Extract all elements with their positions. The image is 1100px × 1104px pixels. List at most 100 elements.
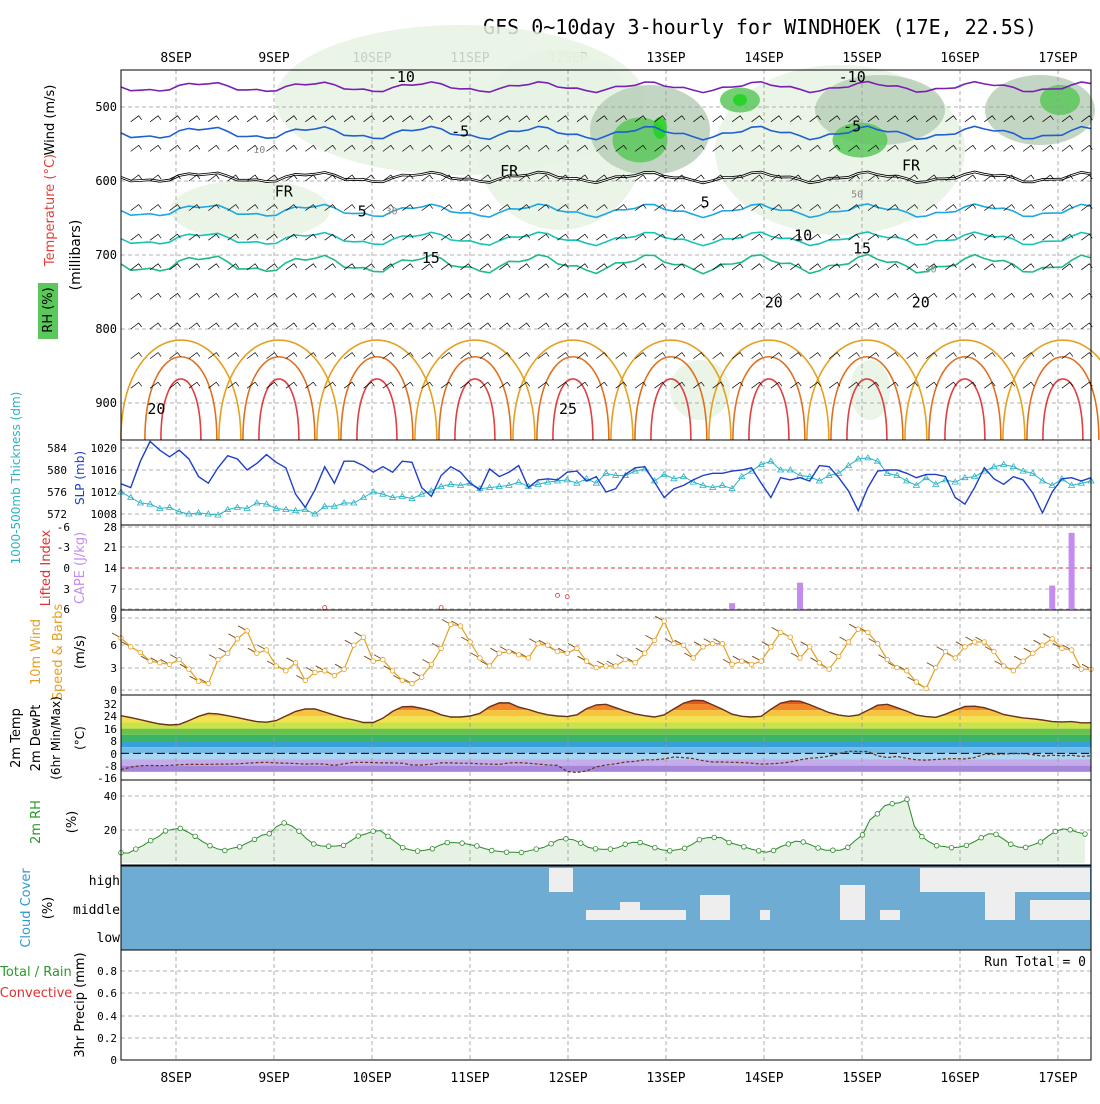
wind-speed-marker [341,666,347,672]
date-label-bottom: 11SEP [450,1071,489,1086]
rh2m-marker [578,840,584,846]
wind-barb [169,322,181,330]
wind-speed-marker [836,653,842,660]
wind-speed-marker [496,650,502,656]
wind-barb [557,352,569,359]
wind-speed-marker [486,663,493,669]
cloud-layer-label: middle [73,903,120,918]
lifted-index-tick: -6 [57,521,70,534]
thickness-marker [514,478,523,485]
wind-barb [149,352,162,359]
wind-barb [809,263,821,271]
rh-label: RH (%) [41,287,56,332]
wind-barb [906,204,918,211]
wind-barb [382,204,395,211]
wind-barb [867,204,880,211]
isotherm-15 [120,253,1092,275]
wind-speed-marker [525,655,532,661]
wind-barb [188,352,201,359]
thickness-marker [854,455,862,462]
wind-speed-marker [351,642,357,648]
thickness-ylabel: 1000-500mb Thickness (dm) [9,392,23,565]
wind-barb [169,381,181,389]
wind-barb [382,292,395,300]
lifted-index-tick: 3 [63,583,70,596]
wind-barb [654,174,666,182]
wind-barb [227,292,239,300]
isotherm-warm-lobe [512,339,634,441]
thickness-marker [592,479,601,486]
thickness-marker [573,479,581,486]
thickness-marker [146,500,154,507]
wind-barb [149,115,162,123]
wind-barb [848,115,860,123]
wind-barb [499,144,511,152]
thickness-marker [805,472,814,479]
wind-barb [285,174,298,182]
wind-barb [828,174,841,182]
wind-barb [1003,292,1015,300]
date-label-top: 13SEP [646,51,685,66]
wind-barb [906,322,918,330]
wind-barb [149,233,162,241]
lifted-index-tick: -3 [57,541,70,554]
wind-barb [596,144,608,152]
cape-tick: 14 [104,562,118,575]
rh2m-marker [919,833,925,840]
wind-barb [693,115,705,123]
wind-barb [499,263,511,271]
date-label-top: 17SEP [1038,51,1077,66]
wind-speed-marker [545,642,551,648]
wind-barb [809,352,821,359]
wind-speed-marker [845,639,852,645]
precip-tick: 0.4 [97,1010,117,1023]
rh2m-area [121,799,1085,863]
wind-barb [751,381,763,389]
rh2m-marker [785,841,792,847]
wind-barb [402,233,414,241]
wind-speed-marker [904,668,910,674]
wind-barb [984,381,996,389]
wind-barb [770,174,783,182]
wind-barb [188,144,201,152]
cape-tick: 21 [104,541,117,554]
wind-barb [499,292,511,300]
wind-barb [557,322,569,330]
wind-speed-marker [234,636,241,642]
temperature-band [121,716,1091,723]
wind-barb [557,115,569,123]
wind-barb [673,115,686,123]
chart-layers: 8SEP8SEP9SEP9SEP10SEP10SEP11SEP11SEP12SE… [0,25,1100,1086]
thickness-marker [1029,469,1037,476]
wind-barb [440,292,453,300]
wind-barb [169,352,181,359]
wind-speed-marker [807,644,813,650]
isotherm-label: 25 [559,400,577,418]
temperature-tick: -8 [104,760,117,773]
thickness-tick: 572 [47,508,67,521]
wind-barb [1061,322,1074,330]
wind-barb [731,292,744,300]
wind-barb [402,144,414,152]
wind-barb [479,263,492,271]
wind-barb [208,292,220,300]
wind-barb [285,233,298,241]
wind-barb [925,381,938,389]
wind-barb [867,352,880,359]
wind-barb [887,115,899,123]
wind-barb [848,144,860,152]
wind-barb [984,263,996,271]
rh-shading [475,50,645,230]
wind-barb [964,233,977,241]
temperature-band [121,734,1091,741]
wind-barb [576,233,589,241]
thickness-marker [185,510,193,517]
wind-barb [654,263,666,271]
wind-barb [615,233,627,241]
thickness-marker [398,492,407,499]
wind-barb [1022,322,1035,330]
wind-speed-marker [1068,647,1075,653]
wind-speed-marker [981,639,987,645]
wind-barb [363,115,375,123]
thickness-marker [844,461,853,468]
